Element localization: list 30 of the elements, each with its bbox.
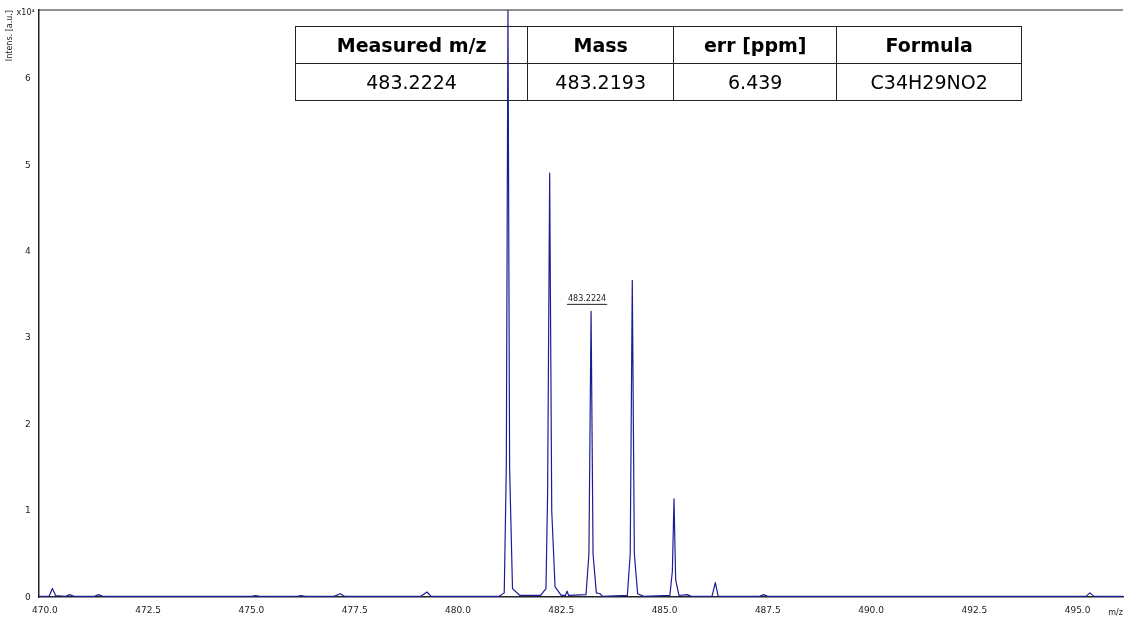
text: x10⁴: [16, 8, 35, 18]
annotation: 483.2193: [527, 63, 674, 101]
x-tick-label: 477.5: [341, 604, 368, 615]
y-tick-label: 1: [24, 505, 31, 516]
x-tick-label: 490.0: [858, 604, 885, 615]
y-tick-label: 5: [24, 159, 31, 170]
y-tick-label: 6: [24, 73, 31, 84]
annotation: 483.2224: [568, 294, 607, 304]
annotation: Measured m/z: [295, 26, 528, 64]
x-tick-label: 470.0: [32, 604, 59, 615]
annotation: C34H29NO2: [836, 63, 1022, 101]
y-tick-label: 3: [24, 332, 31, 343]
annotation: 483.2224: [295, 63, 528, 101]
x-tick-label: 482.5: [548, 604, 575, 615]
x-tick-label: 485.0: [651, 604, 678, 615]
x-tick-label: 472.5: [135, 604, 162, 615]
x-tick-label: 475.0: [238, 604, 265, 615]
annotation: Formula: [836, 26, 1022, 64]
x-axis-title: m/z: [1108, 608, 1123, 618]
x-tick-label: 495.0: [1064, 604, 1091, 615]
y-tick-label: 4: [24, 246, 31, 257]
y-tick-label: 2: [24, 418, 31, 429]
x-tick-label: 492.5: [961, 604, 988, 615]
x-tick-label: 480.0: [445, 604, 472, 615]
y-tick-label: 0: [24, 591, 31, 602]
annotation: 6.439: [673, 63, 837, 101]
y-axis-title: Intens. [a.u.]: [5, 10, 15, 62]
x-tick-label: 487.5: [754, 604, 781, 615]
annotation: Mass: [527, 26, 674, 64]
annotation: err [ppm]: [673, 26, 837, 64]
